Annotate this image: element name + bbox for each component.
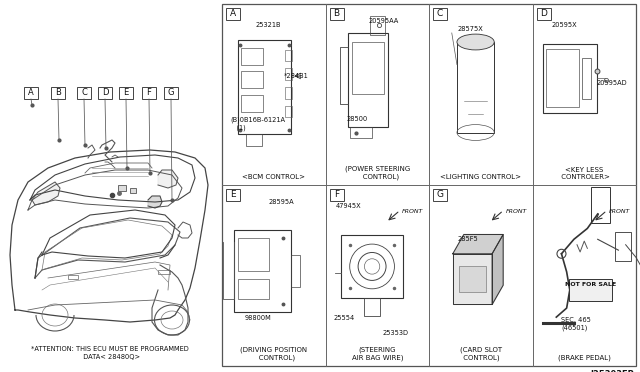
Polygon shape bbox=[492, 234, 503, 304]
Polygon shape bbox=[453, 234, 503, 254]
Bar bbox=[285, 106, 292, 118]
Text: 28575X: 28575X bbox=[458, 26, 484, 32]
Text: E: E bbox=[230, 190, 236, 199]
Text: G: G bbox=[436, 190, 444, 199]
Bar bbox=[285, 87, 292, 99]
Bar bbox=[615, 232, 631, 261]
Text: 20595AA: 20595AA bbox=[369, 19, 399, 25]
Bar bbox=[536, 8, 550, 20]
Bar bbox=[330, 8, 344, 20]
Bar bbox=[341, 235, 403, 298]
Bar bbox=[433, 189, 447, 201]
Text: A: A bbox=[230, 9, 236, 18]
Bar bbox=[238, 279, 269, 299]
Bar bbox=[241, 71, 263, 88]
Text: (POWER STEERING
   CONTROL): (POWER STEERING CONTROL) bbox=[344, 166, 410, 180]
Text: B: B bbox=[55, 88, 61, 97]
Text: FRONT: FRONT bbox=[402, 209, 424, 214]
Text: SEC. 465
(46501): SEC. 465 (46501) bbox=[561, 317, 591, 331]
Text: 25353D: 25353D bbox=[383, 330, 408, 336]
Bar bbox=[226, 8, 240, 20]
Text: <BCM CONTROL>: <BCM CONTROL> bbox=[243, 174, 305, 180]
Bar bbox=[591, 187, 610, 223]
Text: (CARD SLOT
 CONTROL): (CARD SLOT CONTROL) bbox=[460, 346, 502, 361]
Text: G: G bbox=[168, 88, 174, 97]
Bar bbox=[158, 270, 170, 274]
Text: 25554: 25554 bbox=[334, 315, 355, 321]
Bar bbox=[68, 275, 78, 279]
Text: 25321B: 25321B bbox=[255, 22, 280, 28]
Bar bbox=[352, 42, 383, 94]
Bar bbox=[546, 49, 579, 107]
Bar bbox=[543, 44, 596, 113]
Text: 47945X: 47945X bbox=[336, 203, 362, 209]
Bar bbox=[364, 298, 380, 315]
Bar bbox=[370, 16, 385, 35]
Polygon shape bbox=[453, 254, 492, 304]
Bar bbox=[433, 8, 447, 20]
Bar bbox=[226, 189, 240, 201]
Text: 28500: 28500 bbox=[346, 116, 367, 122]
Bar bbox=[164, 87, 178, 99]
Text: F: F bbox=[147, 88, 152, 97]
Bar bbox=[241, 48, 263, 65]
Bar bbox=[350, 127, 372, 138]
Text: J25303FP: J25303FP bbox=[590, 370, 634, 372]
Bar bbox=[285, 68, 292, 80]
Text: <KEY LESS
 CONTROLER>: <KEY LESS CONTROLER> bbox=[559, 167, 610, 180]
Bar bbox=[348, 33, 388, 127]
Text: 28595A: 28595A bbox=[269, 199, 294, 205]
Text: 20595X: 20595X bbox=[551, 22, 577, 28]
Text: <LIGHTING CONTROL>: <LIGHTING CONTROL> bbox=[440, 174, 521, 180]
Bar bbox=[291, 255, 300, 287]
Text: C: C bbox=[437, 9, 443, 18]
Bar bbox=[582, 58, 591, 99]
Text: *ATTENTION: THIS ECU MUST BE PROGRAMMED
  DATA< 28480Q>: *ATTENTION: THIS ECU MUST BE PROGRAMMED … bbox=[31, 346, 189, 359]
Text: (BRAKE PEDAL): (BRAKE PEDAL) bbox=[558, 355, 611, 361]
Bar bbox=[130, 188, 136, 193]
Text: NOT FOR SALE: NOT FOR SALE bbox=[565, 282, 616, 287]
Bar bbox=[118, 185, 126, 191]
Bar bbox=[237, 40, 291, 134]
Bar bbox=[246, 134, 262, 145]
Text: 98800M: 98800M bbox=[244, 315, 271, 321]
Text: *284B1: *284B1 bbox=[284, 73, 309, 79]
Text: B: B bbox=[333, 9, 340, 18]
Bar bbox=[457, 42, 494, 132]
Bar bbox=[569, 279, 612, 301]
Bar bbox=[51, 87, 65, 99]
Bar bbox=[77, 87, 91, 99]
Text: D: D bbox=[102, 88, 108, 97]
Text: (DRIVING POSITION
   CONTROL): (DRIVING POSITION CONTROL) bbox=[240, 346, 307, 361]
Bar bbox=[238, 238, 269, 271]
Text: D: D bbox=[540, 9, 547, 18]
Bar bbox=[234, 230, 291, 312]
Text: 20595AD: 20595AD bbox=[596, 80, 627, 86]
Polygon shape bbox=[32, 182, 60, 205]
Bar bbox=[285, 49, 292, 61]
Bar bbox=[24, 87, 38, 99]
Bar bbox=[98, 87, 112, 99]
Text: 285F5: 285F5 bbox=[458, 236, 479, 242]
Bar bbox=[459, 266, 486, 292]
Polygon shape bbox=[148, 196, 162, 208]
Text: A: A bbox=[28, 88, 34, 97]
Bar bbox=[241, 95, 263, 112]
Bar bbox=[119, 87, 133, 99]
Text: F: F bbox=[334, 190, 339, 199]
Bar bbox=[222, 4, 636, 366]
Polygon shape bbox=[158, 170, 178, 188]
Text: (STEERING
AIR BAG WIRE): (STEERING AIR BAG WIRE) bbox=[351, 346, 403, 361]
Ellipse shape bbox=[457, 34, 494, 50]
Text: (B)0B16B-6121A
   (1): (B)0B16B-6121A (1) bbox=[230, 116, 285, 131]
Text: FRONT: FRONT bbox=[609, 209, 630, 214]
Bar bbox=[142, 87, 156, 99]
Text: C: C bbox=[81, 88, 87, 97]
Text: E: E bbox=[124, 88, 129, 97]
Text: FRONT: FRONT bbox=[506, 209, 527, 214]
Bar bbox=[330, 189, 344, 201]
